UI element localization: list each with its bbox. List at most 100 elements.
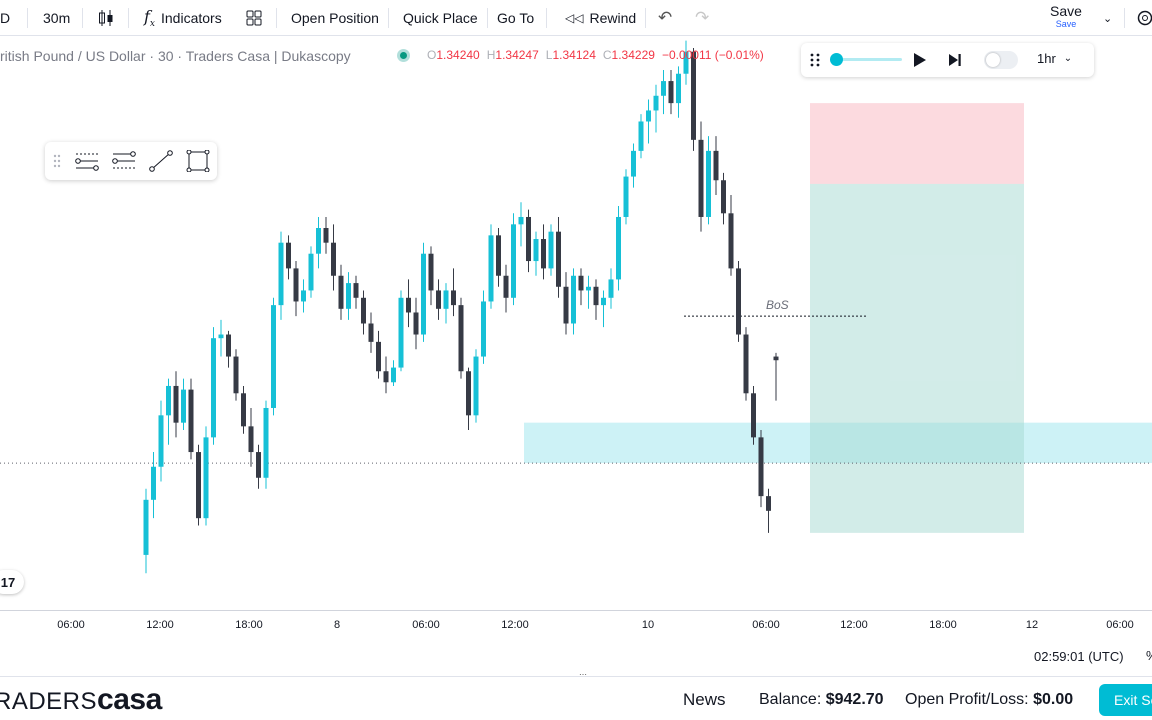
exit-session-button[interactable]: Exit Se bbox=[1099, 684, 1152, 716]
candle-body bbox=[691, 51, 696, 140]
step-forward-button[interactable] bbox=[948, 52, 962, 73]
drag-handle-icon[interactable] bbox=[53, 153, 61, 169]
candle-body bbox=[578, 275, 584, 291]
candle-body bbox=[728, 213, 734, 269]
drag-handle-icon[interactable] bbox=[809, 52, 821, 68]
symbol-legend: ritish Pound / US Dollar · 30 · Traders … bbox=[0, 45, 351, 67]
chart-type-button[interactable] bbox=[98, 0, 114, 36]
candle-body bbox=[773, 356, 779, 361]
replay-toggle[interactable] bbox=[984, 51, 1018, 69]
candle-body bbox=[473, 356, 479, 416]
go-to-button[interactable]: Go To bbox=[497, 0, 534, 36]
candle-body bbox=[481, 301, 486, 357]
symbol-search-button[interactable]: D bbox=[0, 0, 10, 36]
go-to-label: Go To bbox=[497, 10, 535, 26]
candle-body bbox=[541, 239, 546, 269]
candle-body bbox=[683, 51, 689, 74]
candle-body bbox=[458, 305, 464, 372]
candle-body bbox=[398, 297, 404, 368]
rewind-button[interactable]: ◁◁ Rewind bbox=[565, 0, 636, 36]
candle-body bbox=[466, 371, 471, 416]
candle-body bbox=[376, 341, 381, 372]
open-value: 1.34240 bbox=[436, 48, 480, 62]
traderscasa-logo: RADERScasa bbox=[0, 683, 162, 717]
panel-resize-handle[interactable]: ⋯ bbox=[579, 670, 587, 679]
tradingview-logo-icon: 17 bbox=[0, 570, 24, 594]
utc-clock[interactable]: 02:59:01 (UTC) bbox=[1034, 649, 1124, 664]
percent-toggle[interactable]: % bbox=[1146, 648, 1152, 663]
drawing-toolbar bbox=[45, 142, 217, 180]
candle-body bbox=[758, 437, 764, 497]
undo-button[interactable]: ↶ bbox=[658, 0, 672, 36]
interval-button[interactable]: 30m bbox=[43, 0, 70, 36]
redo-button[interactable]: ↷ bbox=[695, 0, 709, 36]
play-button[interactable] bbox=[913, 52, 927, 73]
candle-body bbox=[301, 290, 306, 302]
candle-body bbox=[248, 426, 254, 453]
trend-line-tool-icon[interactable] bbox=[149, 150, 173, 172]
candle-body bbox=[151, 466, 156, 500]
candle-body bbox=[443, 290, 449, 309]
candle-body bbox=[533, 239, 539, 262]
slider-knob[interactable] bbox=[830, 53, 843, 66]
divider bbox=[27, 8, 28, 28]
candle-body bbox=[331, 242, 336, 276]
balance-label: Balance: bbox=[759, 691, 822, 708]
candle-body bbox=[218, 334, 224, 339]
news-button[interactable]: News bbox=[683, 690, 726, 709]
candle-body bbox=[233, 356, 239, 394]
chart-pane[interactable]: BoS bbox=[0, 37, 1152, 610]
candle-body bbox=[556, 231, 561, 287]
long-position-tool-icon[interactable] bbox=[75, 150, 99, 172]
quick-place-button[interactable]: Quick Place bbox=[403, 0, 478, 36]
candle-body bbox=[451, 290, 456, 306]
short-position-tool-icon[interactable] bbox=[112, 150, 136, 172]
candle-body bbox=[263, 407, 269, 478]
change-value: −0.00011 (−0.01%) bbox=[661, 48, 764, 62]
time-axis[interactable]: 06:00 12:00 18:00 8 06:00 12:00 10 06:00 12:00 18… bbox=[0, 610, 1152, 638]
candle-body bbox=[698, 139, 704, 217]
candle-body bbox=[623, 176, 629, 217]
open-position-label: Open Position bbox=[291, 10, 379, 26]
save-button[interactable]: Save Save bbox=[1050, 4, 1082, 29]
candle-body bbox=[706, 150, 711, 217]
brand-light-text: RADERS bbox=[0, 688, 98, 715]
open-pnl-display: Open Profit/Loss: $0.00 bbox=[905, 691, 1073, 709]
replay-speed-slider[interactable] bbox=[830, 53, 902, 66]
time-axis-label: 06:00 bbox=[57, 619, 85, 631]
replay-interval-label: 1hr bbox=[1037, 51, 1056, 66]
candle-body bbox=[293, 268, 299, 302]
time-axis-label: 12:00 bbox=[840, 619, 868, 631]
indicators-button[interactable]: fx Indicators bbox=[144, 0, 222, 36]
candle-body bbox=[563, 286, 569, 324]
candle-body bbox=[593, 286, 599, 306]
candle-body bbox=[158, 415, 164, 467]
low-label: L bbox=[545, 48, 553, 62]
indicators-label: Indicators bbox=[161, 10, 222, 26]
candle-body bbox=[346, 283, 351, 309]
settings-button[interactable] bbox=[1136, 0, 1152, 36]
price-chart[interactable]: BoS bbox=[0, 37, 1152, 610]
chevron-down-icon: ⌄ bbox=[1063, 53, 1073, 64]
divider bbox=[487, 8, 488, 28]
save-dropdown-button[interactable]: ⌄ bbox=[1103, 0, 1112, 36]
open-pnl-value: $0.00 bbox=[1033, 691, 1074, 708]
top-toolbar: D 30m fx Indicators Open Position Quick … bbox=[0, 0, 1152, 36]
candle-body bbox=[361, 297, 366, 324]
high-label: H bbox=[486, 48, 496, 62]
candle-body bbox=[436, 290, 441, 309]
candle-body bbox=[766, 496, 771, 511]
replay-interval-select[interactable]: 1hr ⌄ bbox=[1037, 51, 1072, 66]
save-sublabel: Save bbox=[1055, 19, 1077, 29]
open-position-button[interactable]: Open Position bbox=[291, 0, 379, 36]
rectangle-tool-icon[interactable] bbox=[186, 150, 210, 172]
time-axis-label: 12:00 bbox=[146, 619, 174, 631]
quick-place-label: Quick Place bbox=[403, 10, 478, 26]
candle-body bbox=[571, 275, 576, 324]
candle-body bbox=[586, 286, 591, 291]
layout-button[interactable] bbox=[246, 0, 262, 36]
candle-body bbox=[166, 385, 171, 416]
time-axis-label: 06:00 bbox=[752, 619, 780, 631]
time-axis-label: 06:00 bbox=[1106, 619, 1134, 631]
interval-label: 30m bbox=[43, 10, 71, 26]
